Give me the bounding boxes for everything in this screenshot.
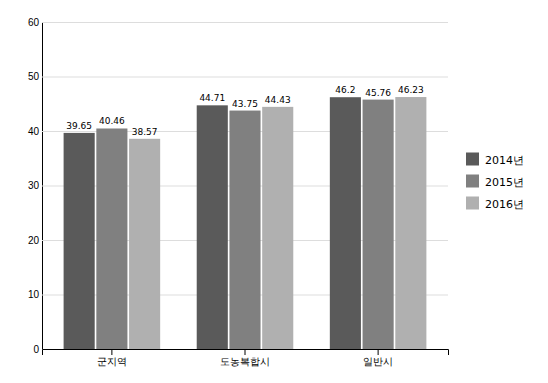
tick-mark <box>378 349 379 355</box>
bar <box>96 128 127 349</box>
legend-swatch <box>466 175 479 188</box>
legend-item: 2016년 <box>466 197 524 211</box>
data-label: 46.2 <box>335 85 355 95</box>
y-tick-label: 30 <box>28 180 40 191</box>
bar <box>64 133 95 349</box>
legend-label: 2016년 <box>485 198 524 211</box>
series <box>96 100 393 349</box>
data-label: 43.75 <box>232 99 258 109</box>
tick-mark <box>245 349 246 355</box>
series <box>64 97 361 349</box>
data-label: 44.71 <box>199 93 225 103</box>
chart: 0 10 20 30 40 50 60 군지역 도농복합시 일반시 39.65 44.71 46.2 40… <box>0 0 548 383</box>
data-label: 46.23 <box>398 85 424 95</box>
data-label: 38.57 <box>132 127 158 137</box>
bar <box>330 97 361 349</box>
legend-label: 2015년 <box>485 176 524 189</box>
bar <box>262 107 293 349</box>
tick-mark <box>111 349 112 355</box>
y-tick-label: 20 <box>28 235 40 246</box>
bar <box>197 105 228 349</box>
y-tick-label: 10 <box>28 289 40 300</box>
x-axis: 군지역 도농복합시 일반시 <box>43 349 449 367</box>
y-tick: 60 <box>28 17 448 28</box>
x-axis-line <box>43 350 449 356</box>
grid-line <box>42 77 448 78</box>
y-tick: 50 <box>28 71 448 82</box>
x-tick-label: 일반시 <box>363 356 393 367</box>
y-tick-label: 0 <box>33 344 39 355</box>
y-tick-label: 50 <box>28 71 40 82</box>
bar <box>363 100 394 349</box>
legend-label: 2014년 <box>485 154 524 167</box>
y-tick-label: 40 <box>28 126 40 137</box>
bar <box>229 111 260 349</box>
y-axis-line <box>43 23 449 350</box>
bar <box>129 139 160 349</box>
bar <box>395 97 426 349</box>
bars <box>64 97 427 349</box>
legend-swatch <box>466 197 479 210</box>
y-tick-label: 60 <box>28 17 40 28</box>
data-labels: 39.65 44.71 46.2 40.46 43.75 45.76 38.57 44.43 4… <box>66 85 423 137</box>
legend-item: 2014년 <box>466 153 524 167</box>
x-tick: 군지역 <box>97 349 127 367</box>
data-label: 39.65 <box>66 121 92 131</box>
legend-item: 2015년 <box>466 175 524 189</box>
grid-line <box>42 22 448 23</box>
legend: 2014년 2015년 2016년 <box>466 153 524 211</box>
x-tick: 일반시 <box>363 349 393 367</box>
y-axis: 0 10 20 30 40 50 60 <box>28 17 448 355</box>
x-tick-label: 도농복합시 <box>220 356 270 367</box>
x-tick: 도농복합시 <box>220 349 270 367</box>
x-tick-label: 군지역 <box>97 356 127 367</box>
series <box>129 97 426 349</box>
data-label: 40.46 <box>99 116 125 126</box>
plot: 0 10 20 30 40 50 60 군지역 도농복합시 일반시 39.65 44.71 46.2 40… <box>28 17 449 367</box>
data-label: 45.76 <box>365 88 391 98</box>
legend-swatch <box>466 153 479 166</box>
data-label: 44.43 <box>265 95 291 105</box>
